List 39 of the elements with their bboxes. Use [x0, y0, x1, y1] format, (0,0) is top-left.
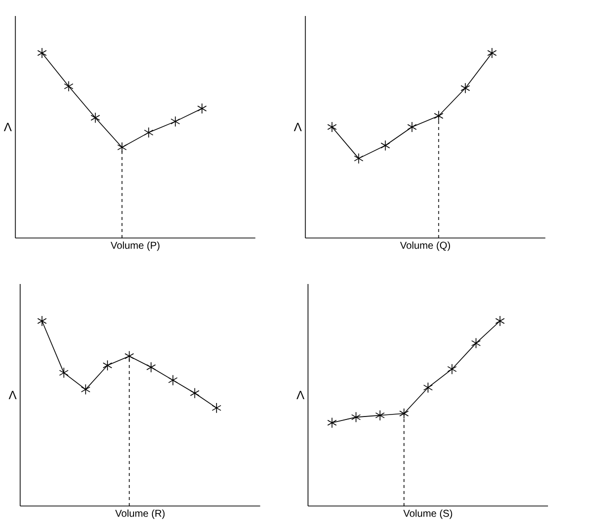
point	[197, 103, 207, 114]
point	[168, 374, 178, 386]
point	[144, 127, 154, 138]
point	[351, 412, 361, 423]
point	[117, 142, 127, 153]
point	[102, 360, 112, 371]
point	[460, 82, 470, 94]
point	[80, 384, 90, 395]
point	[434, 110, 444, 122]
x-axis-title: Volume (S)	[403, 510, 452, 519]
y-axis-title: Λ	[8, 390, 17, 400]
x-axis-title: Volume (R)	[115, 510, 165, 519]
point	[327, 122, 337, 132]
point	[399, 408, 409, 419]
point	[487, 48, 497, 58]
point	[37, 48, 47, 58]
point	[423, 382, 433, 393]
point	[327, 417, 337, 428]
point	[447, 364, 457, 374]
point	[495, 316, 505, 326]
point	[354, 153, 364, 164]
x-axis-title: Volume (Q)	[400, 242, 450, 251]
point	[380, 140, 390, 151]
point	[59, 367, 69, 378]
x-axis-title: Volume (P)	[110, 242, 160, 251]
point	[471, 338, 481, 349]
point	[90, 112, 100, 124]
y-axis-title: Λ	[4, 122, 12, 132]
point	[170, 116, 180, 127]
point	[37, 316, 47, 326]
point	[375, 410, 385, 421]
point	[190, 388, 200, 399]
y-axis-title: Λ	[294, 122, 302, 132]
y-axis-title: Λ	[296, 390, 304, 400]
point	[212, 402, 222, 414]
point	[407, 122, 417, 132]
point	[146, 362, 156, 373]
point	[64, 80, 74, 92]
point	[124, 350, 134, 362]
